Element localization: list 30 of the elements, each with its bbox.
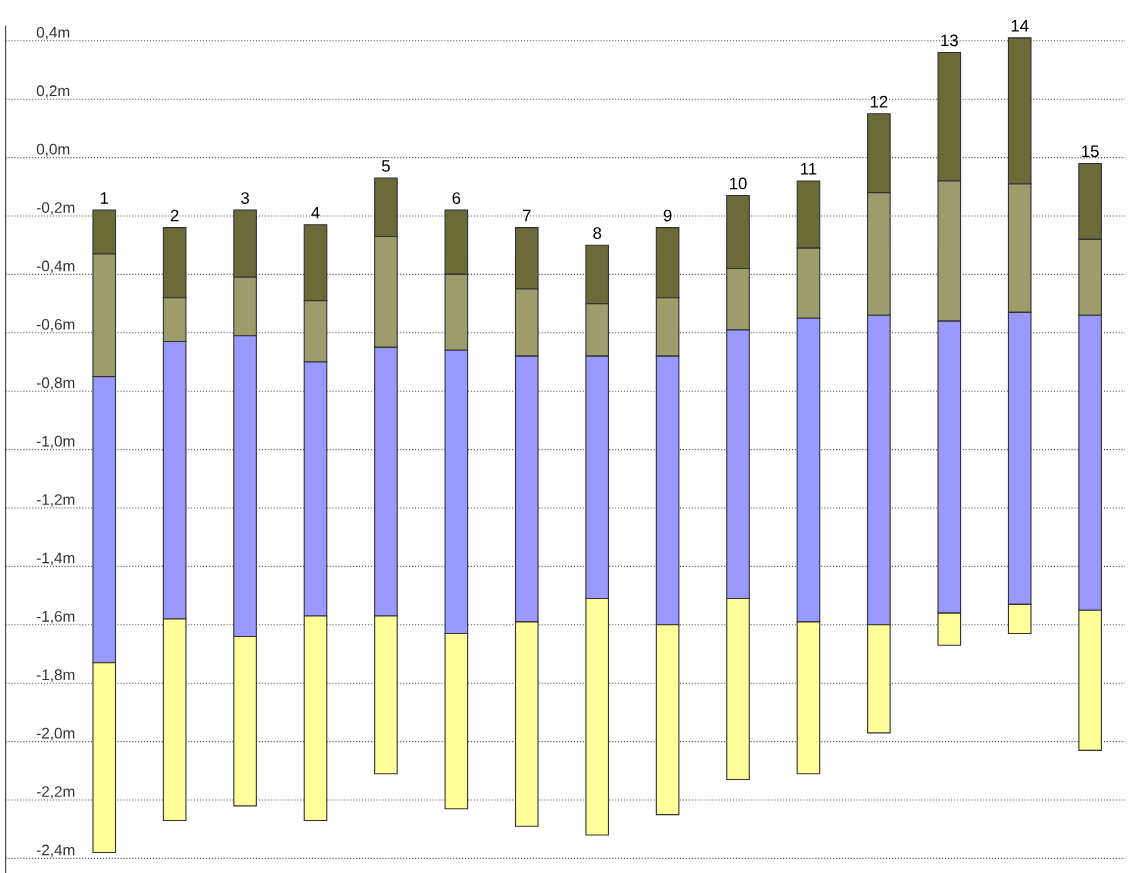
y-tick-label: -1,2m bbox=[36, 494, 75, 507]
x-tick-label: 10 bbox=[730, 177, 747, 190]
y-tick-label: 0,2m bbox=[36, 85, 70, 98]
y-tick-label: -1,6m bbox=[36, 610, 75, 624]
y-tick-label: 0,4m bbox=[36, 26, 70, 40]
y-tick-label: -2,4m bbox=[36, 844, 75, 858]
x-tick-label: 9 bbox=[663, 209, 672, 222]
y-tick-label: -1,4m bbox=[36, 552, 75, 566]
y-tick-label: -0,8m bbox=[36, 377, 75, 390]
x-tick-label: 13 bbox=[941, 34, 958, 47]
x-tick-label: 5 bbox=[381, 160, 390, 172]
y-tick-label: -2,0m bbox=[36, 727, 75, 741]
x-tick-label: 6 bbox=[452, 192, 461, 204]
x-tick-label: 12 bbox=[870, 95, 888, 108]
x-tick-label: 14 bbox=[1011, 20, 1029, 32]
x-tick-label: 3 bbox=[241, 192, 249, 204]
x-tick-label: 7 bbox=[522, 209, 531, 222]
y-tick-label: -0,6m bbox=[36, 318, 75, 332]
x-tick-label: 1 bbox=[100, 192, 109, 204]
y-tick-label: -0,2m bbox=[36, 202, 75, 215]
y-tick-label: -1,0m bbox=[36, 435, 75, 449]
x-tick-label: 15 bbox=[1082, 145, 1099, 158]
y-tick-label: -0,4m bbox=[36, 260, 75, 274]
y-tick-label: 0,0m bbox=[36, 143, 70, 157]
x-tick-label: 11 bbox=[801, 163, 817, 175]
y-tick-label: -2,2m bbox=[36, 786, 75, 799]
x-tick-label: 4 bbox=[311, 206, 320, 219]
x-tick-label: 2 bbox=[170, 209, 179, 222]
x-tick-label: 8 bbox=[593, 227, 602, 239]
y-tick-label: -1,8m bbox=[36, 669, 75, 682]
